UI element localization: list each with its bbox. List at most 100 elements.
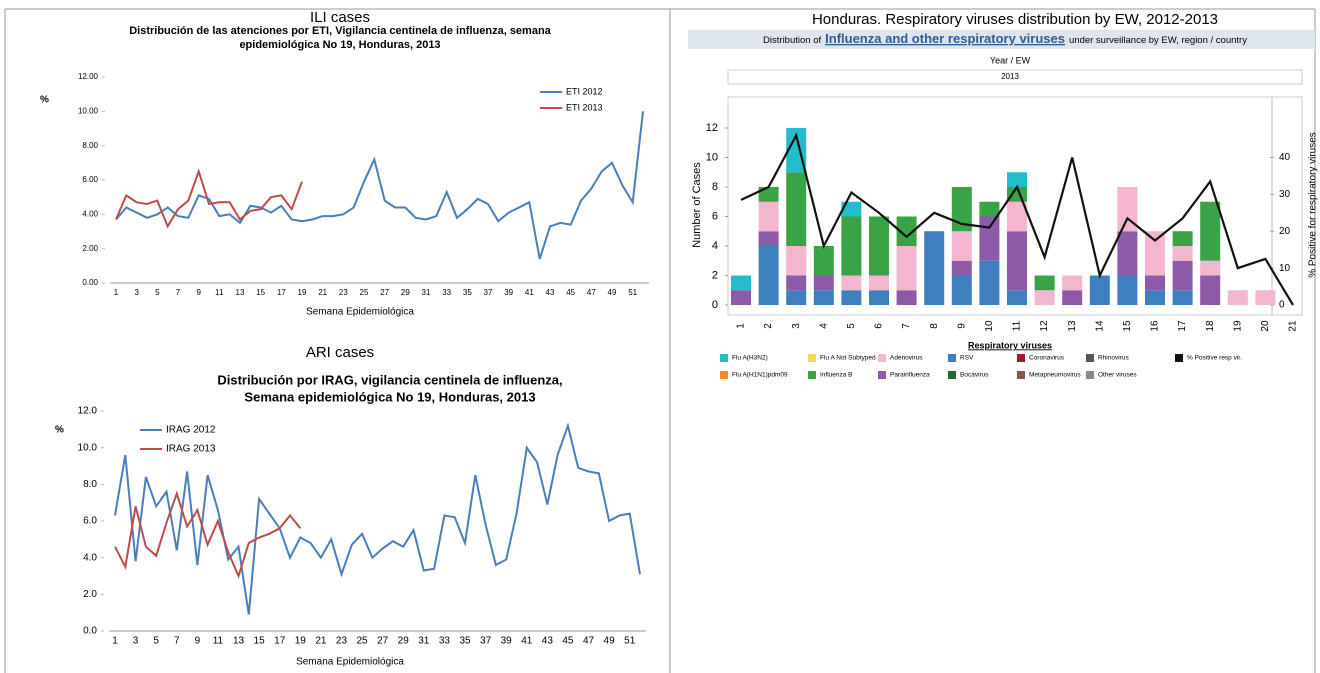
legend-swatch — [1017, 354, 1025, 362]
bar-segment — [841, 201, 862, 217]
x-tick-label: 45 — [562, 636, 574, 647]
x-tick-label: 13 — [1067, 320, 1078, 332]
legend-label: ETI 2013 — [566, 102, 603, 112]
legend-label: Bocavirus — [960, 372, 989, 379]
bar-segment — [951, 231, 972, 261]
legend-label: ETI 2012 — [566, 86, 603, 96]
bar-segment — [896, 290, 917, 305]
bar-segment — [786, 246, 807, 276]
x-tick-label: 10 — [984, 320, 995, 332]
x-tick-label: 47 — [587, 288, 596, 297]
x-axis-label: Respiratory viruses — [968, 340, 1052, 350]
bar-segment — [1145, 275, 1165, 291]
y2-axis-label: % Positive for respiratory viruses — [1308, 132, 1319, 278]
bar-segment — [786, 172, 807, 246]
bar-segment — [1007, 172, 1027, 187]
y-tick-label: 10.0 — [78, 442, 98, 453]
bar-segment — [758, 246, 779, 305]
y2-tick-label: 0 — [1279, 300, 1285, 311]
y-tick-label: 8 — [712, 181, 718, 193]
y-tick-label: 4 — [712, 240, 718, 252]
x-tick-label: 21 — [1288, 320, 1299, 332]
bar-segment — [786, 128, 807, 173]
chart-title: Distribución por IRAG, vigilancia centin… — [217, 372, 562, 387]
legend-swatch — [808, 354, 816, 362]
bar-segment — [758, 201, 779, 232]
bar-segment — [1117, 231, 1138, 276]
x-tick-label: 17 — [1177, 320, 1188, 332]
y2-tick-label: 30 — [1279, 189, 1291, 200]
y-axis-label: Number of Cases — [691, 162, 703, 248]
bar-segment — [1145, 231, 1165, 276]
x-tick-label: 33 — [442, 288, 451, 297]
x-tick-label: 5 — [846, 323, 857, 329]
bar-segment — [1200, 275, 1221, 305]
bar-segment — [1062, 275, 1083, 291]
banner — [688, 30, 1315, 49]
legend-swatch — [878, 371, 886, 379]
legend-label: Rhinovirus — [1098, 355, 1129, 362]
x-tick-label: 25 — [356, 636, 368, 647]
bar-segment — [1172, 260, 1193, 291]
x-tick-label: 31 — [418, 636, 430, 647]
legend-label: Metapneumovirus — [1029, 372, 1081, 379]
legend-label: Parainfluenza — [890, 372, 930, 379]
legend-swatch — [720, 354, 728, 362]
x-tick-label: 33 — [439, 636, 451, 647]
y2-tick-label: 10 — [1279, 263, 1291, 274]
bar-segment — [841, 216, 862, 276]
bar-segment — [1089, 275, 1110, 305]
y-tick-label: 0.00 — [82, 278, 98, 287]
banner-text: Distribution of Influenza and other respi… — [763, 31, 1247, 46]
legend-label: IRAG 2013 — [166, 444, 216, 455]
x-tick-label: 15 — [1122, 320, 1133, 332]
bar-segment — [896, 216, 917, 246]
year-header — [727, 69, 1303, 85]
x-tick-label: 43 — [546, 288, 555, 297]
y-tick-label: 10.00 — [78, 106, 99, 115]
legend-swatch — [948, 371, 956, 379]
x-tick-label: 31 — [422, 288, 431, 297]
x-tick-label: 21 — [318, 288, 327, 297]
bar-segment — [841, 275, 862, 291]
x-tick-label: 29 — [398, 636, 410, 647]
legend-swatch — [878, 354, 886, 362]
chart-title: Distribución de las atenciones por ETI, … — [129, 25, 551, 37]
bar-segment — [1117, 275, 1138, 305]
x-tick-label: 7 — [901, 323, 912, 329]
bar-segment — [1034, 290, 1055, 305]
x-tick-label: 27 — [377, 636, 389, 647]
y-tick-label: 6.00 — [82, 175, 98, 184]
x-tick-label: 8 — [929, 323, 940, 329]
y-tick-label: 12.0 — [78, 406, 98, 417]
bar-segment — [731, 290, 751, 305]
y-tick-label: 8.00 — [82, 141, 98, 150]
x-tick-label: 1 — [112, 636, 118, 647]
x-tick-label: 21 — [315, 636, 327, 647]
bar-segment — [896, 246, 917, 291]
x-tick-label: 47 — [583, 636, 595, 647]
x-tick-label: 13 — [233, 636, 245, 647]
bar-segment — [813, 275, 834, 291]
bar-segment — [869, 290, 889, 305]
chart-title: Semana epidemiológica No 19, Honduras, 2… — [244, 389, 535, 404]
legend-label: Coronavirus — [1029, 355, 1065, 362]
x-axis-label: Semana Epidemiológica — [306, 307, 414, 318]
bar-segment — [979, 216, 1000, 261]
x-tick-label: 23 — [339, 288, 348, 297]
x-tick-label: 49 — [608, 288, 617, 297]
x-tick-label: 11 — [213, 636, 224, 647]
x-tick-label: 25 — [360, 288, 369, 297]
bar-segment — [1255, 290, 1276, 305]
bar-segment — [951, 275, 972, 305]
bar-segment — [731, 275, 751, 291]
x-tick-label: 5 — [153, 636, 159, 647]
x-tick-label: 43 — [542, 636, 554, 647]
banner-part: under surveillance by EW, region / count… — [1069, 35, 1247, 46]
bar-segment — [1172, 231, 1193, 246]
bar-segment — [1007, 201, 1027, 232]
x-tick-label: 2 — [763, 323, 774, 329]
x-tick-label: 35 — [463, 288, 472, 297]
legend-swatch — [1086, 354, 1094, 362]
bar-segment — [1200, 260, 1221, 276]
